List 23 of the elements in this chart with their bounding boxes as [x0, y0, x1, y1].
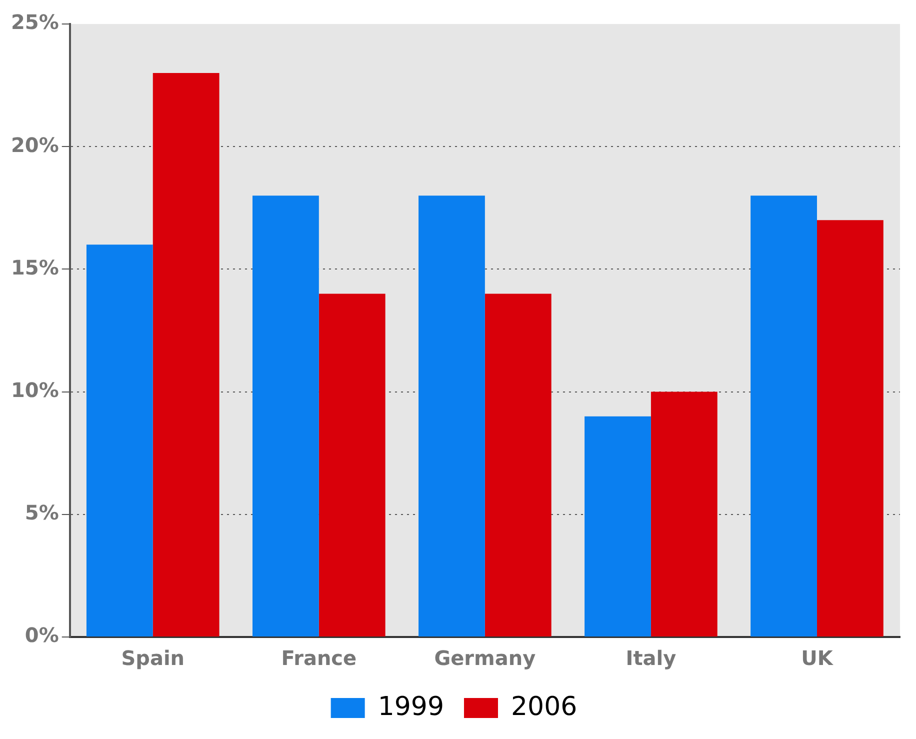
bar: [584, 416, 651, 636]
x-tick-label: France: [281, 646, 357, 670]
x-tick-label: Spain: [121, 646, 185, 670]
bar: [152, 73, 220, 636]
legend-label: 2006: [511, 692, 578, 722]
bar: [484, 294, 552, 636]
y-tick-label: 5%: [24, 500, 59, 525]
y-tick-label: 20%: [10, 132, 59, 157]
bar: [86, 244, 153, 636]
x-tick-label: UK: [801, 646, 834, 670]
bar: [650, 392, 718, 636]
legend-label: 1999: [378, 692, 444, 722]
x-tick-label: Italy: [626, 646, 676, 670]
y-tick-label: 25%: [10, 10, 59, 34]
bar: [750, 196, 817, 636]
bar: [252, 196, 319, 636]
bar: [816, 220, 884, 636]
bar: [318, 294, 386, 636]
y-tick-label: 10%: [10, 378, 59, 402]
x-tick-label: Germany: [434, 646, 536, 670]
bar: [418, 196, 485, 636]
y-tick-label: 0%: [24, 623, 59, 648]
y-tick-label: 15%: [10, 255, 59, 280]
